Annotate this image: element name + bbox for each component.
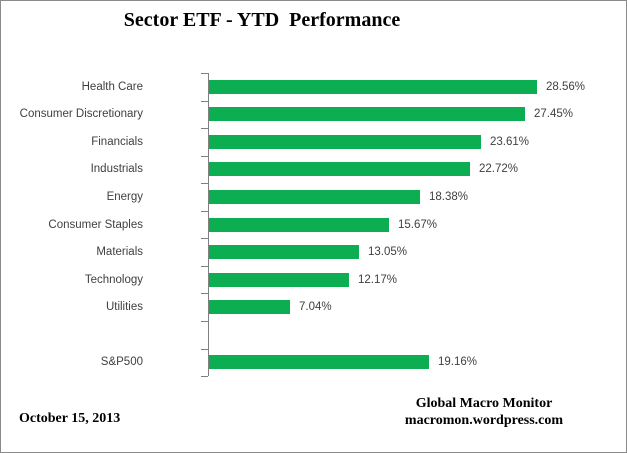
category-label-technology: Technology [84, 273, 143, 286]
category-axis [208, 73, 209, 377]
category-label-utilities: Utilities [105, 301, 143, 314]
value-label-technology: 12.17% [358, 273, 398, 286]
bar-consumer-discretionary [209, 107, 525, 122]
category-label-industrials: Industrials [90, 163, 143, 176]
axis-tick [201, 376, 208, 377]
category-label-s-p500: S&P500 [100, 356, 143, 369]
value-label-consumer-discretionary: 27.45% [534, 108, 574, 121]
axis-tick [201, 156, 208, 157]
category-label-consumer-discretionary: Consumer Discretionary [19, 108, 143, 121]
bar-consumer-staples [209, 217, 389, 232]
bar-technology [209, 272, 349, 287]
bar-industrials [209, 162, 470, 177]
axis-tick [201, 293, 208, 294]
value-label-s-p500: 19.16% [438, 356, 478, 369]
bar-health-care [209, 79, 537, 94]
axis-tick [201, 266, 208, 267]
bar-utilities [209, 300, 290, 315]
value-label-industrials: 22.72% [479, 163, 519, 176]
value-label-materials: 13.05% [368, 246, 408, 259]
brand-url: macromon.wordpress.com [404, 413, 564, 428]
bar-materials [209, 245, 359, 260]
bar-s-p500 [209, 355, 429, 370]
category-label-energy: Energy [106, 190, 143, 203]
category-label-health-care: Health Care [81, 80, 143, 93]
axis-tick [201, 73, 208, 74]
category-label-materials: Materials [96, 246, 143, 259]
axis-tick [201, 349, 208, 350]
axis-tick [201, 101, 208, 102]
value-label-consumer-staples: 15.67% [398, 218, 438, 231]
value-label-utilities: 7.04% [299, 301, 332, 314]
bar-financials [209, 134, 481, 149]
bar-energy [209, 189, 420, 204]
axis-tick [201, 183, 208, 184]
category-label-financials: Financials [91, 135, 143, 148]
axis-tick [201, 238, 208, 239]
axis-tick [201, 321, 208, 322]
footer-date: October 15, 2013 [19, 411, 121, 426]
value-label-financials: 23.61% [490, 135, 530, 148]
value-label-health-care: 28.56% [546, 80, 586, 93]
category-label-consumer-staples: Consumer Staples [48, 218, 143, 231]
axis-tick [201, 128, 208, 129]
value-label-energy: 18.38% [429, 190, 469, 203]
axis-tick [201, 211, 208, 212]
chart-title: Sector ETF - YTD Performance [123, 9, 401, 31]
footer-brand: Global Macro Monitor macromon.wordpress.… [379, 395, 589, 429]
brand-name: Global Macro Monitor [415, 396, 553, 411]
